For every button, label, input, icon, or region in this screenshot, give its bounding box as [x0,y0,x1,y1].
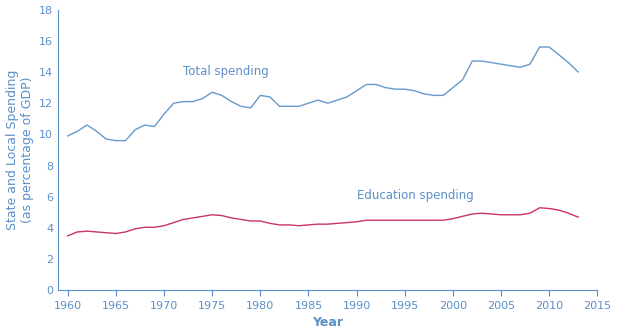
Y-axis label: State and Local Spending
(as percentage of GDP): State and Local Spending (as percentage … [6,70,33,230]
Text: Education spending: Education spending [357,189,473,202]
X-axis label: Year: Year [312,317,343,329]
Text: Total spending: Total spending [183,65,269,78]
